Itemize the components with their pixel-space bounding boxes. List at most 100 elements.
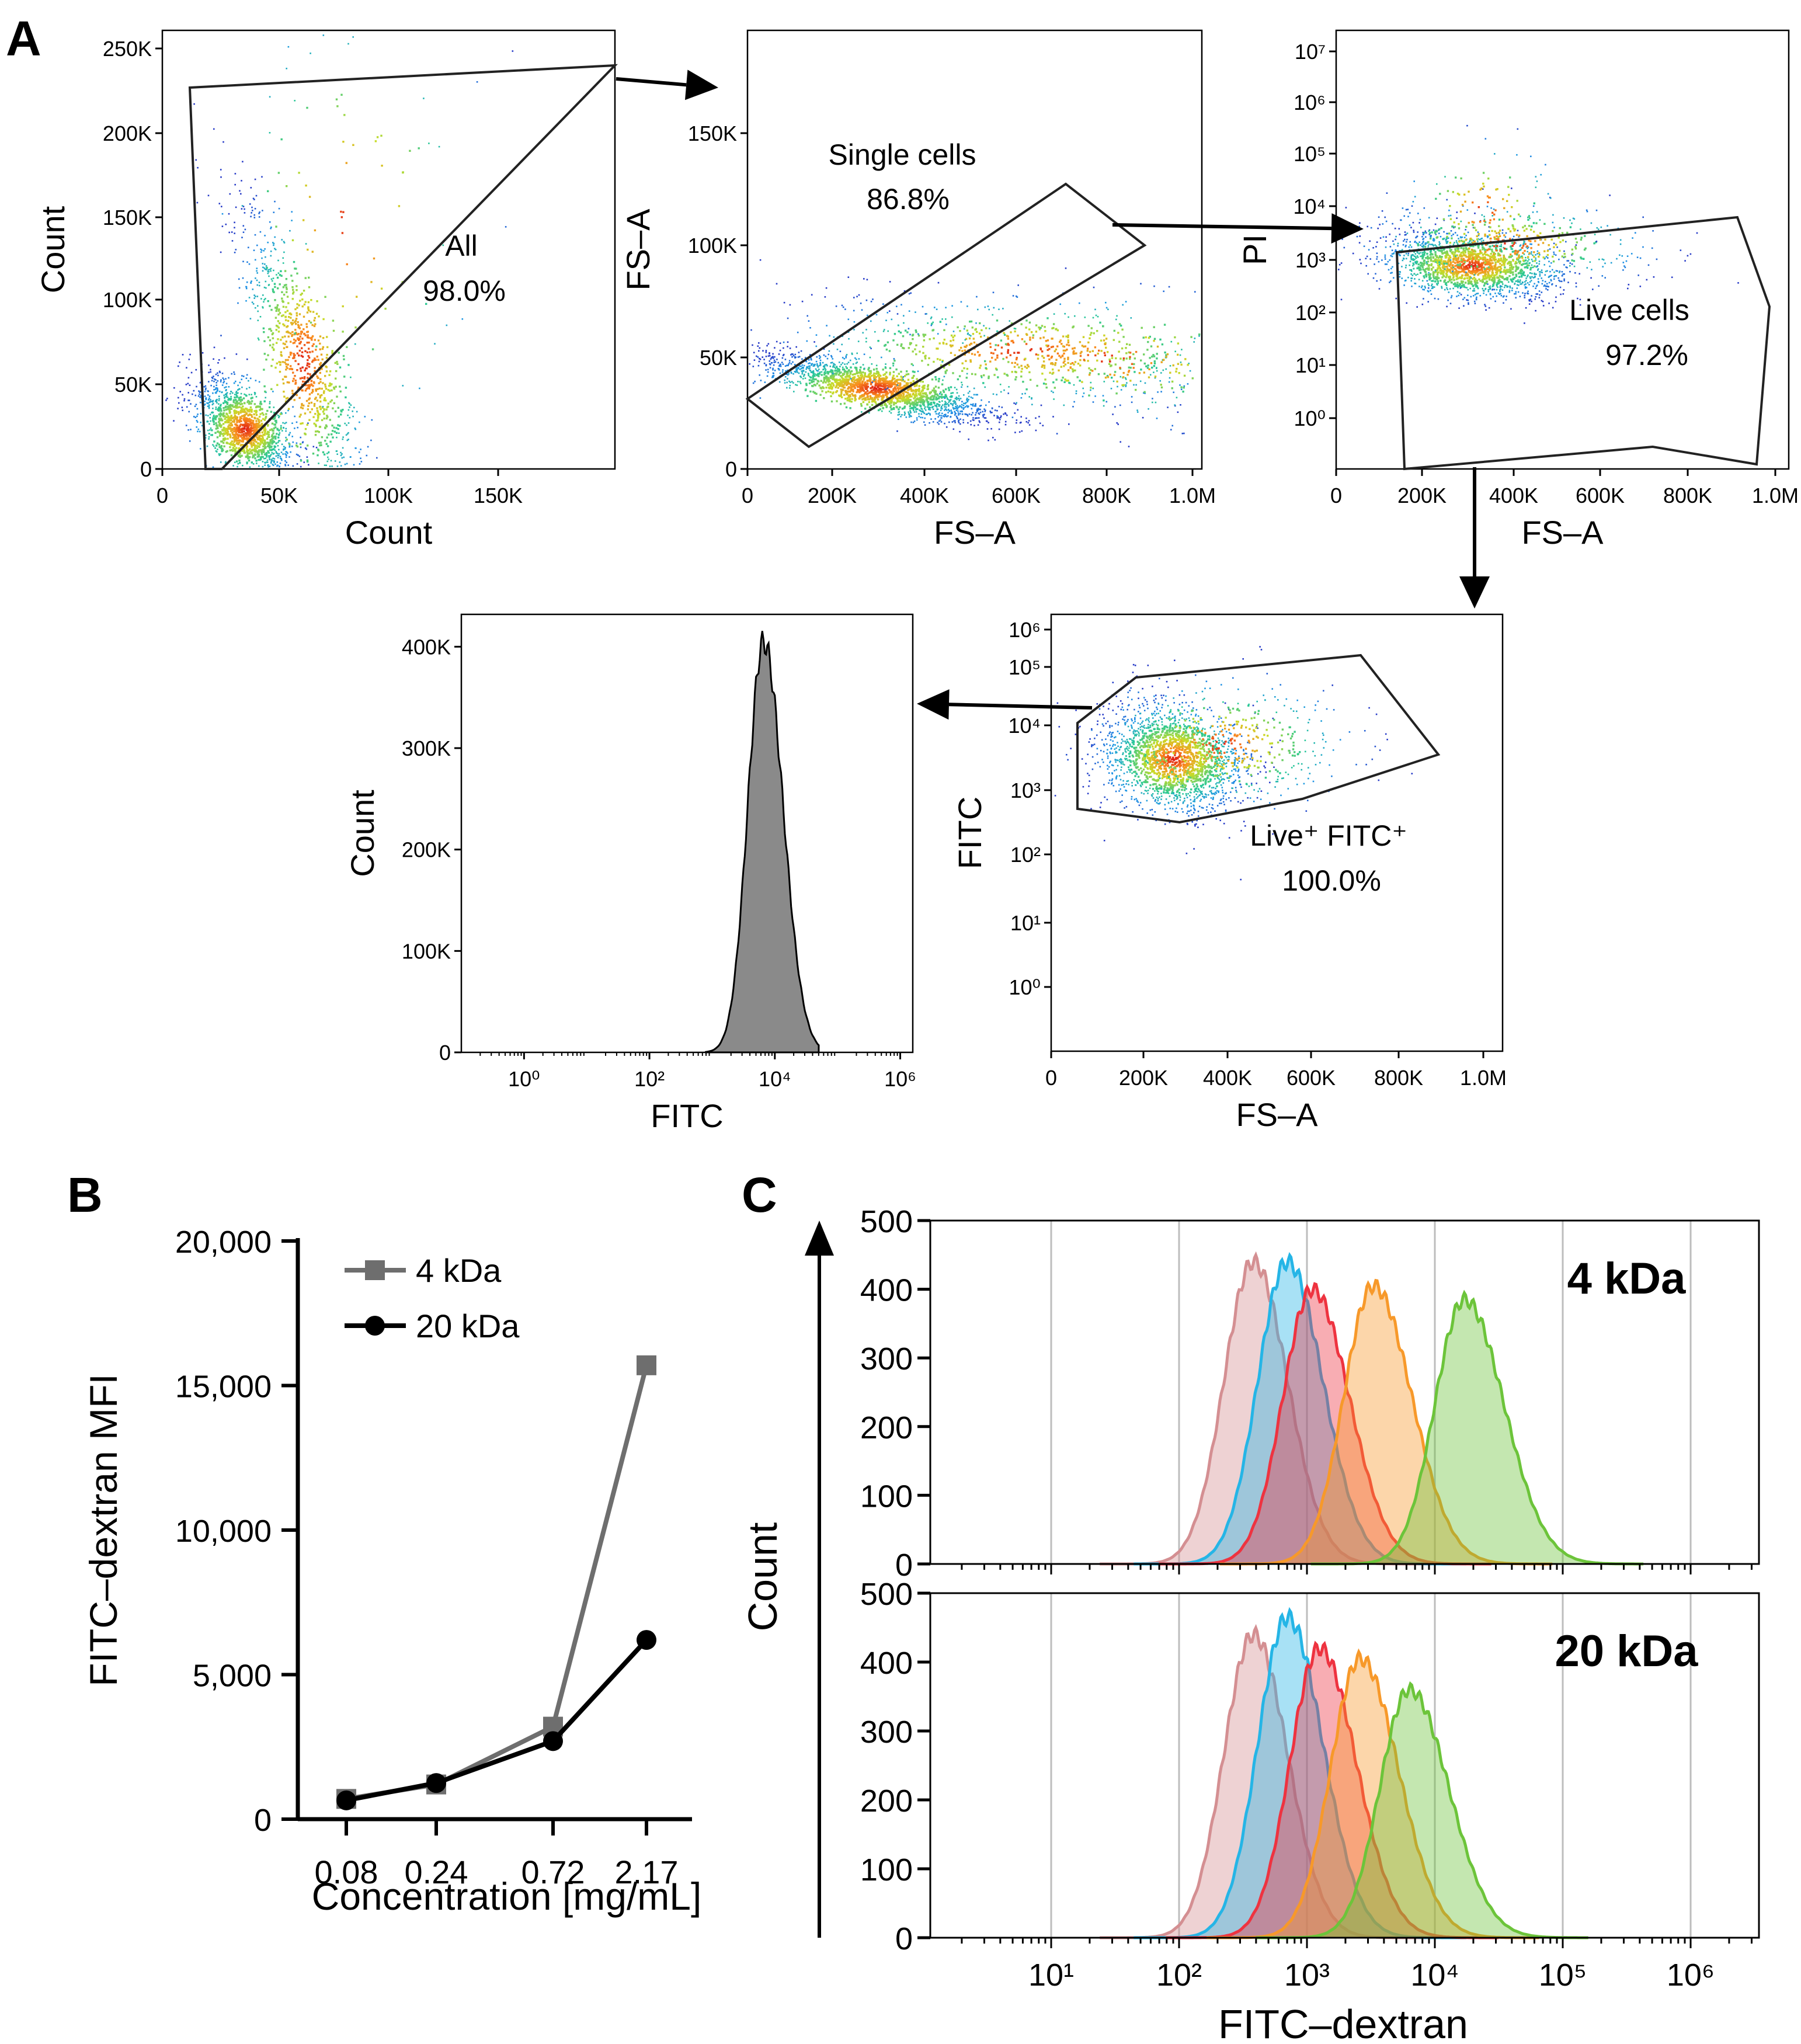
event-dot bbox=[249, 377, 252, 380]
event-dot bbox=[961, 401, 963, 402]
y-axis-label: Count bbox=[34, 206, 71, 293]
event-dot bbox=[214, 432, 217, 434]
event-dot bbox=[324, 383, 326, 386]
event-dot bbox=[277, 172, 280, 174]
event-dot bbox=[951, 412, 953, 414]
event-dot bbox=[311, 345, 314, 347]
event-dot bbox=[259, 443, 262, 445]
event-dot bbox=[840, 403, 842, 405]
event-dot bbox=[850, 401, 853, 403]
event-dot bbox=[346, 263, 348, 266]
event-dot bbox=[298, 456, 301, 457]
event-dot bbox=[832, 384, 835, 387]
event-dot bbox=[280, 274, 283, 277]
event-dot bbox=[249, 203, 251, 205]
event-dot bbox=[864, 385, 867, 388]
event-dot bbox=[870, 382, 872, 384]
event-dot bbox=[272, 277, 274, 279]
event-dot bbox=[955, 409, 958, 411]
event-dot bbox=[238, 388, 240, 390]
event-dot bbox=[840, 388, 842, 391]
event-dot bbox=[283, 251, 285, 253]
event-dot bbox=[892, 378, 894, 381]
event-dot bbox=[778, 365, 780, 367]
event-dot bbox=[1022, 381, 1024, 383]
event-dot bbox=[944, 401, 946, 402]
event-dot bbox=[961, 386, 962, 388]
event-dot bbox=[285, 278, 288, 280]
event-dot bbox=[263, 385, 266, 388]
event-dot bbox=[941, 361, 943, 363]
event-dot bbox=[886, 387, 889, 390]
event-dot bbox=[1160, 386, 1163, 389]
event-dot bbox=[347, 439, 349, 440]
event-dot bbox=[222, 377, 224, 379]
event-dot bbox=[838, 369, 841, 371]
event-dot bbox=[850, 370, 853, 373]
event-dot bbox=[928, 408, 930, 410]
event-dot bbox=[884, 386, 886, 389]
event-dot bbox=[246, 455, 249, 458]
event-dot bbox=[1111, 357, 1114, 359]
event-dot bbox=[804, 389, 807, 391]
event-dot bbox=[916, 417, 918, 419]
event-dot bbox=[243, 419, 245, 422]
event-dot bbox=[261, 436, 264, 438]
event-dot bbox=[902, 335, 905, 338]
event-dot bbox=[829, 391, 832, 394]
event-dot bbox=[196, 415, 198, 418]
event-dot bbox=[799, 376, 802, 377]
event-dot bbox=[877, 372, 880, 374]
event-dot bbox=[892, 362, 895, 365]
event-dot bbox=[274, 366, 277, 369]
event-dot bbox=[342, 438, 344, 440]
event-dot bbox=[954, 420, 956, 422]
event-dot bbox=[314, 317, 316, 319]
event-dot bbox=[945, 324, 947, 325]
event-dot bbox=[325, 464, 327, 467]
event-dot bbox=[281, 443, 283, 446]
event-dot bbox=[235, 392, 237, 394]
event-dot bbox=[796, 384, 798, 386]
event-dot bbox=[1035, 429, 1037, 432]
event-dot bbox=[861, 394, 864, 397]
event-dot bbox=[229, 436, 232, 439]
event-dot bbox=[207, 399, 210, 401]
event-dot bbox=[212, 466, 214, 468]
event-dot bbox=[881, 396, 884, 399]
event-dot bbox=[966, 385, 969, 388]
event-dot bbox=[1073, 401, 1075, 403]
event-dot bbox=[269, 465, 271, 467]
event-dot bbox=[923, 412, 925, 415]
event-dot bbox=[246, 432, 249, 434]
event-dot bbox=[1139, 380, 1142, 383]
event-dot bbox=[227, 421, 230, 423]
event-dot bbox=[303, 290, 305, 292]
event-dot bbox=[331, 350, 333, 352]
event-dot bbox=[224, 357, 225, 359]
event-dot bbox=[840, 371, 842, 374]
event-dot bbox=[976, 351, 979, 353]
event-dot bbox=[884, 367, 887, 369]
event-dot bbox=[250, 419, 252, 422]
event-dot bbox=[274, 437, 277, 440]
event-dot bbox=[1156, 370, 1158, 372]
event-dot bbox=[227, 417, 230, 419]
event-dot bbox=[331, 433, 333, 436]
event-dot bbox=[256, 272, 258, 274]
event-dot bbox=[1095, 314, 1097, 317]
event-dot bbox=[277, 338, 279, 340]
event-dot bbox=[825, 287, 828, 289]
event-dot bbox=[913, 402, 915, 405]
event-dot bbox=[966, 397, 968, 399]
event-dot bbox=[315, 447, 318, 449]
event-dot bbox=[295, 289, 298, 291]
event-dot bbox=[963, 402, 965, 404]
event-dot bbox=[305, 388, 308, 390]
event-dot bbox=[190, 403, 192, 405]
event-dot bbox=[985, 417, 987, 419]
event-dot bbox=[1041, 366, 1043, 368]
event-dot bbox=[947, 408, 950, 411]
event-dot bbox=[902, 395, 905, 397]
event-dot bbox=[957, 420, 959, 422]
